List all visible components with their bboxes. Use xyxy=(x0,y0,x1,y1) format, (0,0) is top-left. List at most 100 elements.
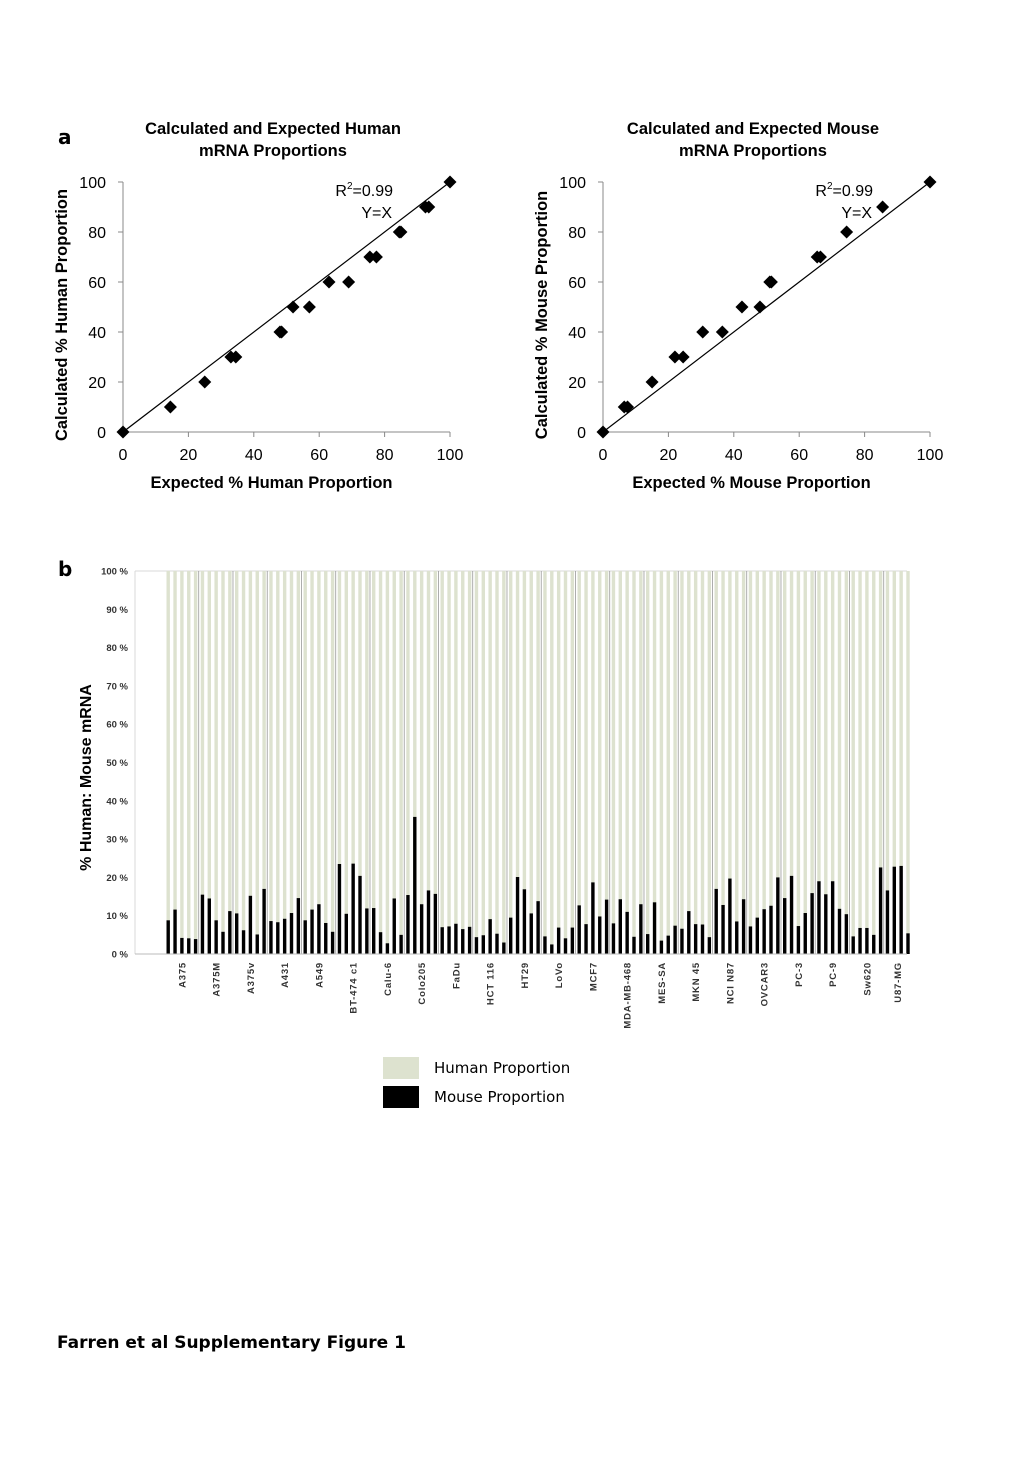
human-proportion-bar xyxy=(707,571,712,938)
human-point xyxy=(275,325,289,339)
human-proportion-bar xyxy=(502,571,506,943)
mouse-proportion-bar xyxy=(762,909,766,954)
mouse-proportion-bar xyxy=(803,913,807,954)
bar-category-label: MES-SA xyxy=(657,962,668,1004)
mouse-x-tick-label: 80 xyxy=(856,447,874,464)
human-proportion-bar xyxy=(810,571,814,894)
mouse-proportion-bar xyxy=(892,866,896,954)
human-point xyxy=(443,175,457,189)
mouse-proportion-bar xyxy=(419,904,424,954)
mouse-proportion-bar xyxy=(454,923,458,954)
bar-y-tick-label: 60 % xyxy=(106,720,128,731)
human-y-tick-label: 60 xyxy=(88,275,106,292)
mouse-proportion-bar xyxy=(591,882,595,954)
bar-category-label: PC-9 xyxy=(828,962,839,987)
mouse-point xyxy=(668,350,682,364)
mouse-scatter-chart: Calculated and Expected Mouse mRNA Propor… xyxy=(533,120,943,492)
human-proportion-bar xyxy=(166,571,170,921)
human-proportion-bar xyxy=(755,571,759,918)
mouse-point xyxy=(840,225,854,239)
human-x-tick-label: 80 xyxy=(376,447,394,464)
human-proportion-bar xyxy=(858,571,862,928)
human-proportion-bar xyxy=(241,571,246,931)
mouse-point xyxy=(621,400,635,414)
human-point xyxy=(342,275,356,289)
bar-category-label: Sw620 xyxy=(862,962,873,996)
mouse-point xyxy=(715,325,729,339)
human-title-line: mRNA Proportions xyxy=(199,142,347,160)
human-point xyxy=(369,250,383,264)
mouse-trendline xyxy=(602,181,931,433)
human-proportion-bar xyxy=(687,571,691,912)
human-proportion-bar xyxy=(289,571,294,914)
human-point xyxy=(363,250,377,264)
human-point xyxy=(286,300,300,314)
mouse-proportion-bar xyxy=(776,877,780,954)
human-proportion-bar xyxy=(454,571,458,924)
mouse-proportion-bar xyxy=(248,895,253,954)
legend-item-human: Human Proportion xyxy=(383,1056,570,1080)
legend-label-mouse: Mouse Proportion xyxy=(434,1088,565,1106)
human-proportion-bar xyxy=(269,571,273,922)
human-proportion-bar xyxy=(700,571,705,925)
mouse-proportion-bar xyxy=(310,909,314,954)
human-y-tick-label: 80 xyxy=(88,225,106,242)
mouse-proportion-bar xyxy=(872,934,876,954)
human-proportion-bar xyxy=(173,571,177,910)
human-proportion-bar xyxy=(262,571,266,889)
mouse-proportion-bar xyxy=(193,939,198,954)
human-proportion-bar xyxy=(337,571,342,864)
mouse-proportion-bar xyxy=(735,921,739,954)
human-proportion-bar xyxy=(865,571,869,928)
human-proportion-bar xyxy=(440,571,444,928)
human-point xyxy=(198,375,212,389)
bar-category-label: FaDu xyxy=(451,962,462,989)
mouse-proportion-bar xyxy=(378,932,383,954)
mouse-equation-annotation: Y=X xyxy=(841,205,872,222)
mouse-proportion-bar xyxy=(858,927,862,954)
human-proportion-bar xyxy=(310,571,314,910)
human-proportion-bar xyxy=(693,571,698,925)
mouse-proportion-bar xyxy=(474,937,479,954)
human-point xyxy=(116,425,130,439)
mouse-point xyxy=(596,425,610,439)
human-y-tick-label: 40 xyxy=(88,325,106,342)
human-point xyxy=(394,225,408,239)
mouse-proportion-bar xyxy=(515,877,520,954)
mouse-proportion-bar xyxy=(262,888,266,954)
human-proportion-bar xyxy=(406,571,410,896)
mouse-proportion-bar xyxy=(611,923,616,954)
human-proportion-bar xyxy=(735,571,739,922)
mouse-proportion-bar xyxy=(276,922,280,954)
human-y-tick-label: 20 xyxy=(88,375,106,392)
human-proportion-bar xyxy=(741,571,746,900)
bar-category-label: NCI N87 xyxy=(725,962,736,1004)
mouse-proportion-bar xyxy=(899,865,903,954)
figure-caption: Farren et al Supplementary Figure 1 xyxy=(57,1333,406,1353)
human-proportion-bar xyxy=(556,571,561,928)
mouse-proportion-bar xyxy=(878,867,883,954)
human-proportion-bar xyxy=(878,571,883,868)
mouse-proportion-bar xyxy=(461,929,465,954)
mouse-proportion-bar xyxy=(522,889,527,954)
human-proportion-bar xyxy=(885,571,890,891)
mouse-proportion-bar xyxy=(228,911,232,954)
mouse-proportion-bar xyxy=(187,938,191,954)
human-proportion-bar xyxy=(248,571,253,896)
mouse-proportion-bar xyxy=(529,913,533,954)
human-proportion-bar xyxy=(721,571,725,905)
human-proportion-bar xyxy=(666,571,670,936)
human-proportion-bar xyxy=(214,571,218,921)
mouse-proportion-bar xyxy=(399,934,403,954)
bar-y-tick-label: 10 % xyxy=(106,911,128,922)
human-proportion-bar xyxy=(385,571,390,944)
mouse-proportion-bar xyxy=(707,937,712,954)
human-scatter-chart: Calculated and Expected Human mRNA Propor… xyxy=(53,120,463,492)
human-proportion-bar xyxy=(769,571,773,906)
human-proportion-bar xyxy=(324,571,328,923)
human-proportion-bar xyxy=(817,571,821,882)
mouse-r2-annotation: R2=0.99 xyxy=(815,181,873,200)
human-proportion-bar xyxy=(714,571,718,889)
mouse-proportion-bar xyxy=(693,924,698,954)
mouse-proportion-bar xyxy=(269,921,273,954)
